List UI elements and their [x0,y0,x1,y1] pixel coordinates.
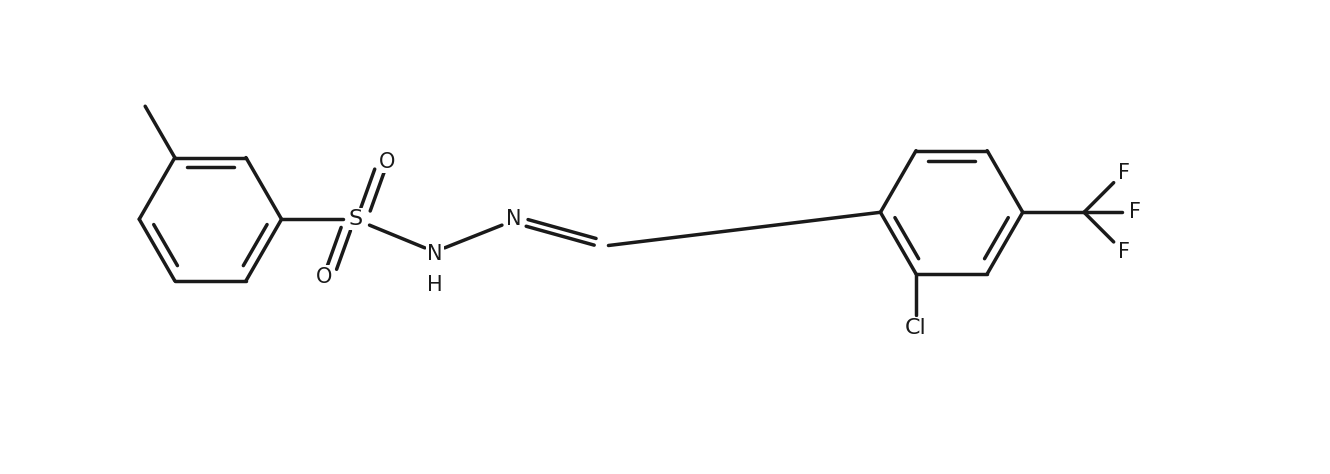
Text: F: F [1117,242,1129,262]
Text: N: N [505,209,521,229]
Text: F: F [1129,202,1141,222]
Text: Cl: Cl [906,318,927,338]
Text: S: S [348,209,363,229]
Text: O: O [315,266,332,286]
Text: F: F [1117,163,1129,183]
Text: H: H [427,275,443,295]
Text: N: N [427,244,443,264]
Text: O: O [379,152,395,172]
